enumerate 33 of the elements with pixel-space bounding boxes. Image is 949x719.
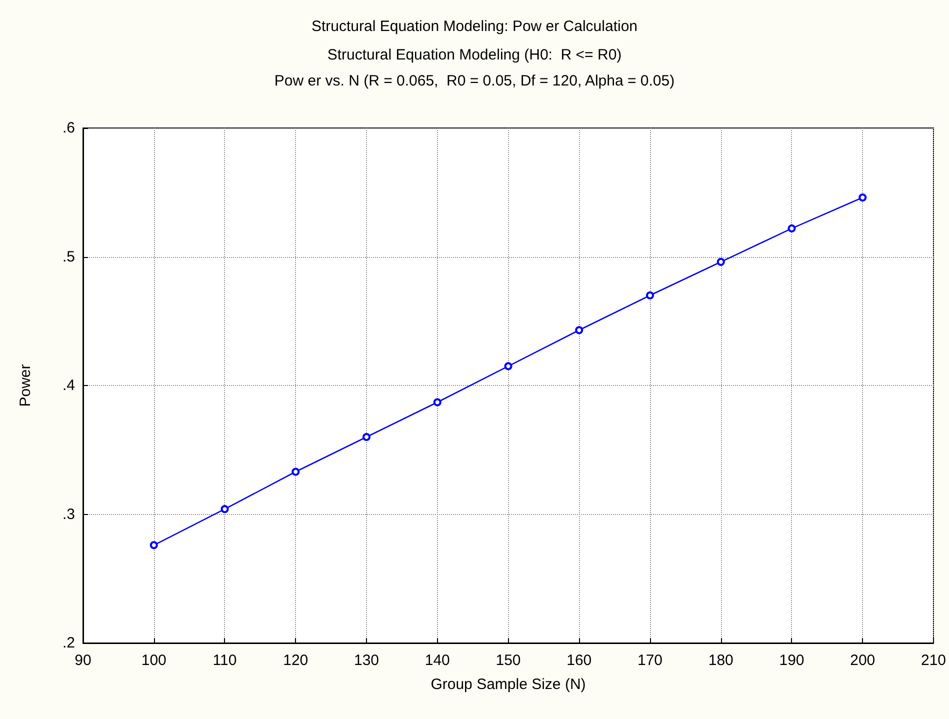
x-tick-label: 90 bbox=[74, 652, 92, 669]
y-tick-label: .4 bbox=[62, 377, 75, 394]
x-tick-label: 100 bbox=[141, 652, 166, 669]
chart-subtitle: Structural Equation Modeling (H0: R <= R0) Pow er vs. N (R = 0.065, R0 = 0.05, Df = 120, Alpha = 0.05) bbox=[274, 46, 675, 90]
point bbox=[433, 398, 442, 406]
x-tick-label: 120 bbox=[283, 652, 308, 669]
x-tick-label: 130 bbox=[354, 652, 380, 669]
point bbox=[362, 433, 370, 441]
y-tick-label: .2 bbox=[62, 634, 75, 652]
x-axis-title: Group Sample Size (N) bbox=[430, 676, 586, 693]
point bbox=[858, 194, 867, 202]
x-tick-label: 180 bbox=[708, 652, 734, 669]
point bbox=[788, 224, 796, 232]
x-tick-label: 150 bbox=[496, 652, 521, 669]
point bbox=[716, 258, 725, 266]
y-tick-label: .6 bbox=[62, 120, 75, 136]
x-tick-label: 110 bbox=[212, 652, 237, 669]
y-tick-label: .5 bbox=[62, 248, 75, 266]
x-tick-label: 170 bbox=[637, 652, 663, 669]
y-tick-label: .3 bbox=[62, 506, 75, 523]
point bbox=[150, 541, 158, 550]
point bbox=[575, 326, 584, 334]
point bbox=[646, 291, 654, 300]
x-tick-label: 200 bbox=[850, 652, 876, 669]
point bbox=[292, 468, 300, 476]
x-tick-label: 140 bbox=[424, 652, 450, 669]
chart-title: Structural Equation Modeling: Pow er Calculation bbox=[311, 18, 638, 35]
y-axis-title: Power bbox=[17, 364, 34, 407]
point bbox=[220, 505, 229, 514]
x-tick-label: 210 bbox=[920, 652, 946, 669]
x-tick-label: 190 bbox=[779, 652, 804, 669]
x-tick-label: 160 bbox=[566, 652, 592, 669]
point bbox=[504, 362, 512, 370]
